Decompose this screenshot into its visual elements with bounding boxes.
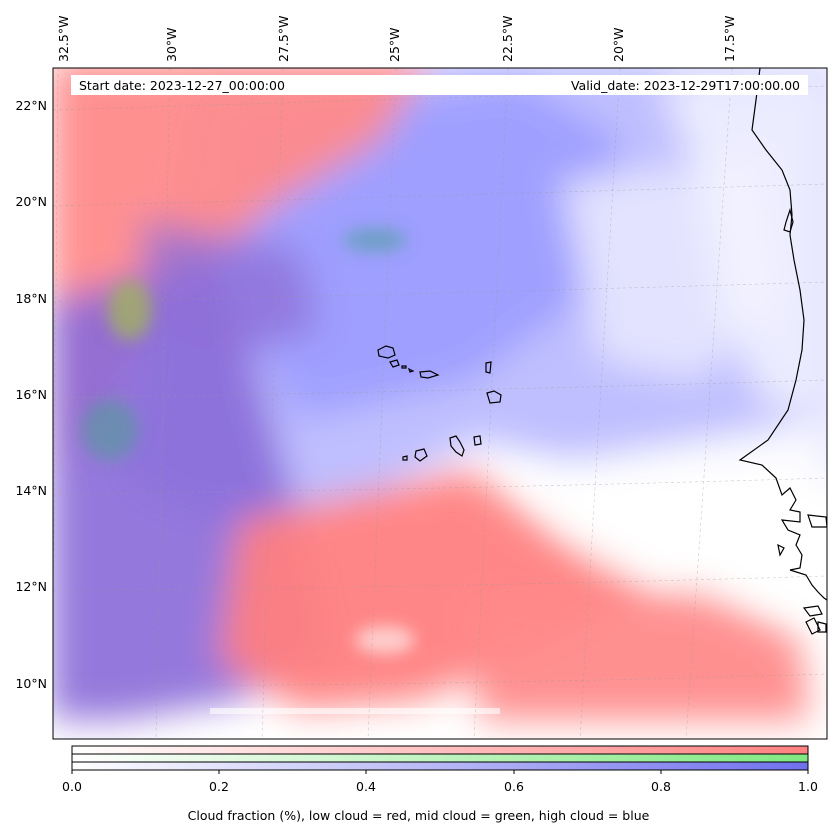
lat-labels: 22°N 20°N 18°N 16°N 14°N 12°N 10°N [15, 98, 47, 691]
colorbar-tick: 0.4 [356, 779, 376, 794]
lon-label: 30°W [164, 27, 179, 62]
graticule [53, 68, 827, 739]
colorbar-high [72, 762, 808, 770]
colorbar-tick: 0.0 [62, 779, 82, 794]
colorbar: 0.0 0.2 0.4 0.6 0.8 1.0 [62, 745, 818, 794]
lon-label: 22.5°W [500, 16, 515, 62]
lat-label: 16°N [15, 387, 47, 402]
coastline [738, 68, 827, 635]
cloud-field [53, 68, 827, 739]
lat-label: 22°N [15, 98, 47, 113]
valid-date-label: Valid_date: 2023-12-29T17:00:00.00 [571, 78, 800, 93]
lat-label: 20°N [15, 194, 47, 209]
colorbar-mid [72, 754, 808, 762]
lon-label: 27.5°W [276, 16, 291, 62]
lat-label: 10°N [15, 676, 47, 691]
islands [377, 345, 502, 462]
info-box [71, 75, 808, 95]
lat-label: 18°N [15, 291, 47, 306]
lat-label: 14°N [15, 483, 47, 498]
lon-label: 20°W [611, 27, 626, 62]
colorbar-tick: 1.0 [798, 779, 818, 794]
colorbar-caption: Cloud fraction (%), low cloud = red, mid… [187, 808, 650, 823]
lon-label: 32.5°W [56, 16, 71, 62]
lon-label: 25°W [387, 27, 402, 62]
start-date-label: Start date: 2023-12-27_00:00:00 [79, 78, 285, 93]
colorbar-tick: 0.8 [651, 779, 671, 794]
colorbar-tick: 0.6 [504, 779, 524, 794]
lat-label: 12°N [15, 579, 47, 594]
colorbar-tick: 0.2 [209, 779, 229, 794]
map-frame [52, 67, 828, 740]
colorbar-low [72, 746, 808, 754]
lon-labels: 32.5°W 30°W 27.5°W 25°W 22.5°W 20°W 17.5… [56, 16, 737, 62]
lon-label: 17.5°W [722, 16, 737, 62]
